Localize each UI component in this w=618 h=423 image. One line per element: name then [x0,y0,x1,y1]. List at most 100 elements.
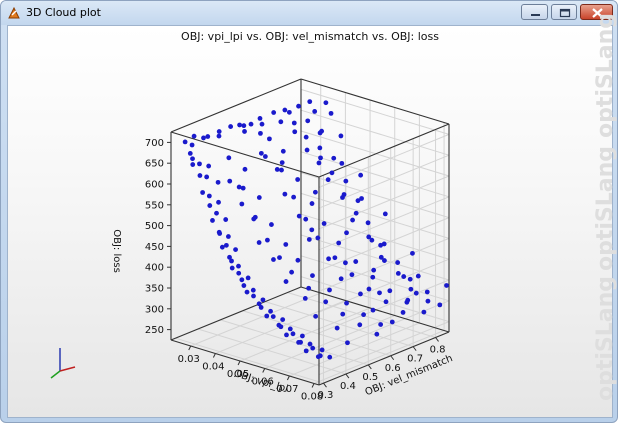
close-button[interactable] [580,4,613,20]
data-point [306,237,312,242]
data-point [369,237,375,243]
data-point [315,235,321,241]
grid-line [318,196,450,251]
grid-line [313,330,445,384]
title-bar[interactable]: 3D Cloud plot [1,1,617,25]
data-point [258,130,263,136]
data-point [289,269,295,275]
axis-edge [170,286,302,341]
data-point [292,129,298,135]
data-point [316,160,322,166]
data-point [296,339,301,345]
maximize-icon [559,8,571,18]
axis-edge [318,331,450,386]
data-point [413,290,419,296]
x-tick-label: 0.08 [301,392,323,403]
data-point [276,322,282,328]
data-point [227,254,232,260]
data-point [236,184,242,190]
data-point [226,155,232,161]
grid-line [264,315,395,369]
data-points [182,99,449,360]
data-point [315,354,321,360]
data-point [256,240,262,245]
data-point [327,287,332,293]
data-point [350,217,355,223]
scatter-3d-plot[interactable]: 2503003504004505005506006507000.030.040.… [8,26,612,417]
data-point [210,218,215,223]
data-point [323,299,329,305]
data-point [182,139,188,145]
data-point [240,185,246,191]
data-point [258,305,264,310]
grid [175,85,450,384]
data-point [262,154,268,159]
data-point [325,177,331,183]
data-point [279,160,285,165]
data-point [204,174,210,180]
data-point [370,274,376,280]
data-point [326,256,332,262]
data-point [237,122,242,128]
data-point [216,133,222,139]
z-tick-label: 550 [145,200,164,211]
grid-line [318,175,450,230]
data-point [280,148,286,154]
tick-mark [237,360,241,366]
data-point [284,332,289,338]
data-point [401,274,407,279]
grid-line [239,307,371,362]
grid-line [175,337,324,384]
data-point [317,130,323,136]
minimize-button[interactable] [521,4,548,20]
data-point [190,156,195,162]
data-point [374,331,380,337]
data-point [278,119,284,125]
data-point [425,298,431,304]
data-point [336,240,342,246]
tick-mark [345,373,350,379]
data-point [277,255,282,261]
grid-line [318,133,450,188]
data-point [303,216,309,222]
axis-edge [170,131,320,178]
data-point [259,121,265,127]
data-point [251,293,256,299]
grid-line [318,237,450,292]
y-tick-label: 0.3 [318,390,334,401]
close-icon [592,8,603,18]
data-point [361,312,366,318]
data-point [229,258,234,264]
x-tick-label: 0.06 [252,377,274,388]
y-tick-label: 0.8 [430,344,446,355]
z-tick-label: 600 [145,180,164,191]
data-point [295,177,301,182]
data-point [287,326,293,332]
data-point [242,166,248,172]
x-tick-label: 0.05 [227,369,249,380]
data-point [387,288,393,294]
data-point [257,116,263,121]
tick-mark [390,355,395,361]
data-point [191,133,197,139]
minimize-icon [531,14,540,16]
z-tick-label: 250 [145,325,164,336]
tick-mark [286,375,290,381]
data-point [223,217,229,222]
grid-line [300,88,450,135]
maximize-button[interactable] [551,4,577,20]
y-tick-label: 0.4 [340,381,356,392]
grid-line [220,319,369,366]
data-point [225,234,231,239]
data-point [236,263,241,269]
grid-line [300,234,450,281]
data-point [359,196,364,201]
data-point [344,300,349,306]
data-point [395,271,401,276]
data-point [310,345,316,351]
data-point [296,103,301,109]
plot-area[interactable]: OBJ: vpi_lpi vs. OBJ: vel_mismatch vs. O… [7,13,617,418]
data-point [265,237,270,243]
z-tick-label: 450 [145,242,164,253]
